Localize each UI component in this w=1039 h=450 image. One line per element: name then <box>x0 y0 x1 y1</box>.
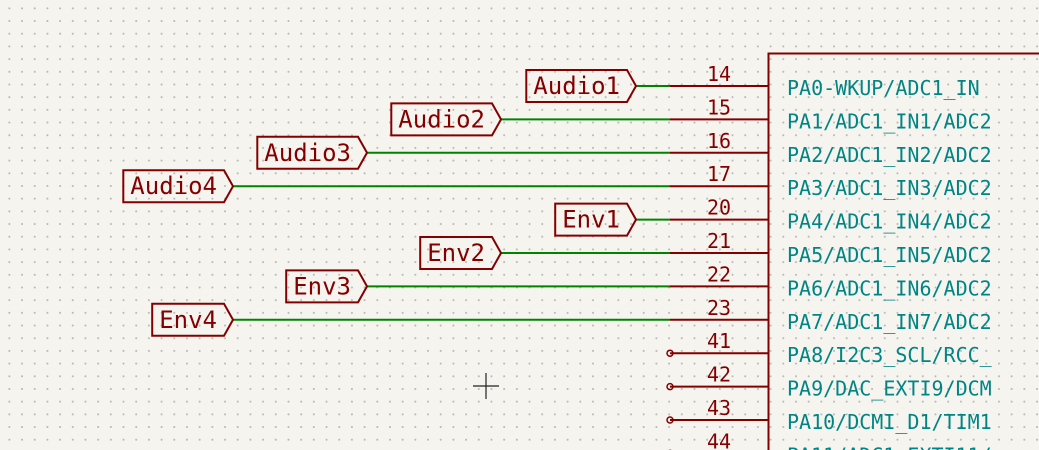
pin-number: 42 <box>707 363 731 387</box>
pin-name: PA8/I2C3_SCL/RCC_ <box>787 343 993 367</box>
global-label-text: Audio1 <box>533 72 620 100</box>
global-label-text: Env3 <box>293 272 351 300</box>
global-label-outline <box>554 202 638 237</box>
global-label-outline <box>285 269 369 304</box>
pin-name: PA1/ADC1_IN1/ADC2 <box>787 109 992 133</box>
pin-name: PA5/ADC1_IN5/ADC2 <box>787 243 992 267</box>
pin-end-circle <box>666 349 674 357</box>
pin-name: PA6/ADC1_IN6/ADC2 <box>787 276 992 300</box>
pin-name: PA2/ADC1_IN2/ADC2 <box>787 143 992 167</box>
global-label-outline <box>122 169 235 204</box>
pin-end-circle <box>666 416 674 424</box>
global-label-audio3[interactable]: Audio3 <box>256 135 369 170</box>
global-label-env2[interactable]: Env2 <box>419 236 503 270</box>
pin-number: 43 <box>707 396 731 420</box>
global-label-text: Audio4 <box>130 172 217 200</box>
pins-layer: 14 PA0-WKUP/ADC1_IN 15 PA1/ADC1_IN1/ADC2 16 P… <box>666 62 993 450</box>
pin-number: 16 <box>707 129 731 153</box>
crosshair-cursor-icon <box>473 373 499 399</box>
global-label-outline <box>256 135 369 170</box>
global-label-audio1[interactable]: Audio1 <box>525 69 638 103</box>
global-label-text: Audio2 <box>398 105 485 133</box>
pin-name: PA7/ADC1_IN7/ADC2 <box>787 310 992 334</box>
pin-name: PA4/ADC1_IN4/ADC2 <box>787 210 992 234</box>
pin-number: 41 <box>707 329 731 353</box>
global-label-text: Audio3 <box>264 139 351 167</box>
global-label-audio4[interactable]: Audio4 <box>122 169 235 204</box>
global-label-outline <box>525 69 638 103</box>
global-label-audio2[interactable]: Audio2 <box>390 102 503 137</box>
global-label-outline <box>390 102 503 137</box>
pin-name: PA3/ADC1_IN3/ADC2 <box>787 176 992 200</box>
global-label-outline <box>419 236 503 270</box>
global-label-text: Env4 <box>159 306 217 334</box>
pin-end-circle <box>666 382 674 391</box>
global-label-outline <box>151 302 235 337</box>
labels-layer: Audio1 Audio2 Audio3 Audio4 Env1 Env2 Env3 Env4 <box>122 69 638 337</box>
global-label-env3[interactable]: Env3 <box>285 269 369 304</box>
pin-name: PA9/DAC_EXTI9/DCM <box>787 377 992 401</box>
pin-number: 21 <box>707 229 731 253</box>
global-label-text: Env2 <box>427 239 485 267</box>
chip-body[interactable] <box>767 52 1039 450</box>
pin-number: 44 <box>707 429 731 450</box>
pin-name: PA11/ADC1_EXTI11/ <box>787 443 992 450</box>
pin-name: PA10/DCMI_D1/TIM1 <box>787 410 992 434</box>
pin-number: 23 <box>707 296 731 320</box>
global-label-env4[interactable]: Env4 <box>151 302 235 337</box>
pin-number: 14 <box>707 62 731 86</box>
wires-layer <box>233 85 670 321</box>
pin-number: 22 <box>707 262 731 286</box>
global-label-env1[interactable]: Env1 <box>554 202 638 237</box>
pin-number: 20 <box>707 196 731 220</box>
pin-number: 15 <box>707 95 731 119</box>
pin-name: PA0-WKUP/ADC1_IN <box>787 76 980 100</box>
global-label-text: Env1 <box>562 206 620 234</box>
pin-number: 17 <box>707 162 731 186</box>
